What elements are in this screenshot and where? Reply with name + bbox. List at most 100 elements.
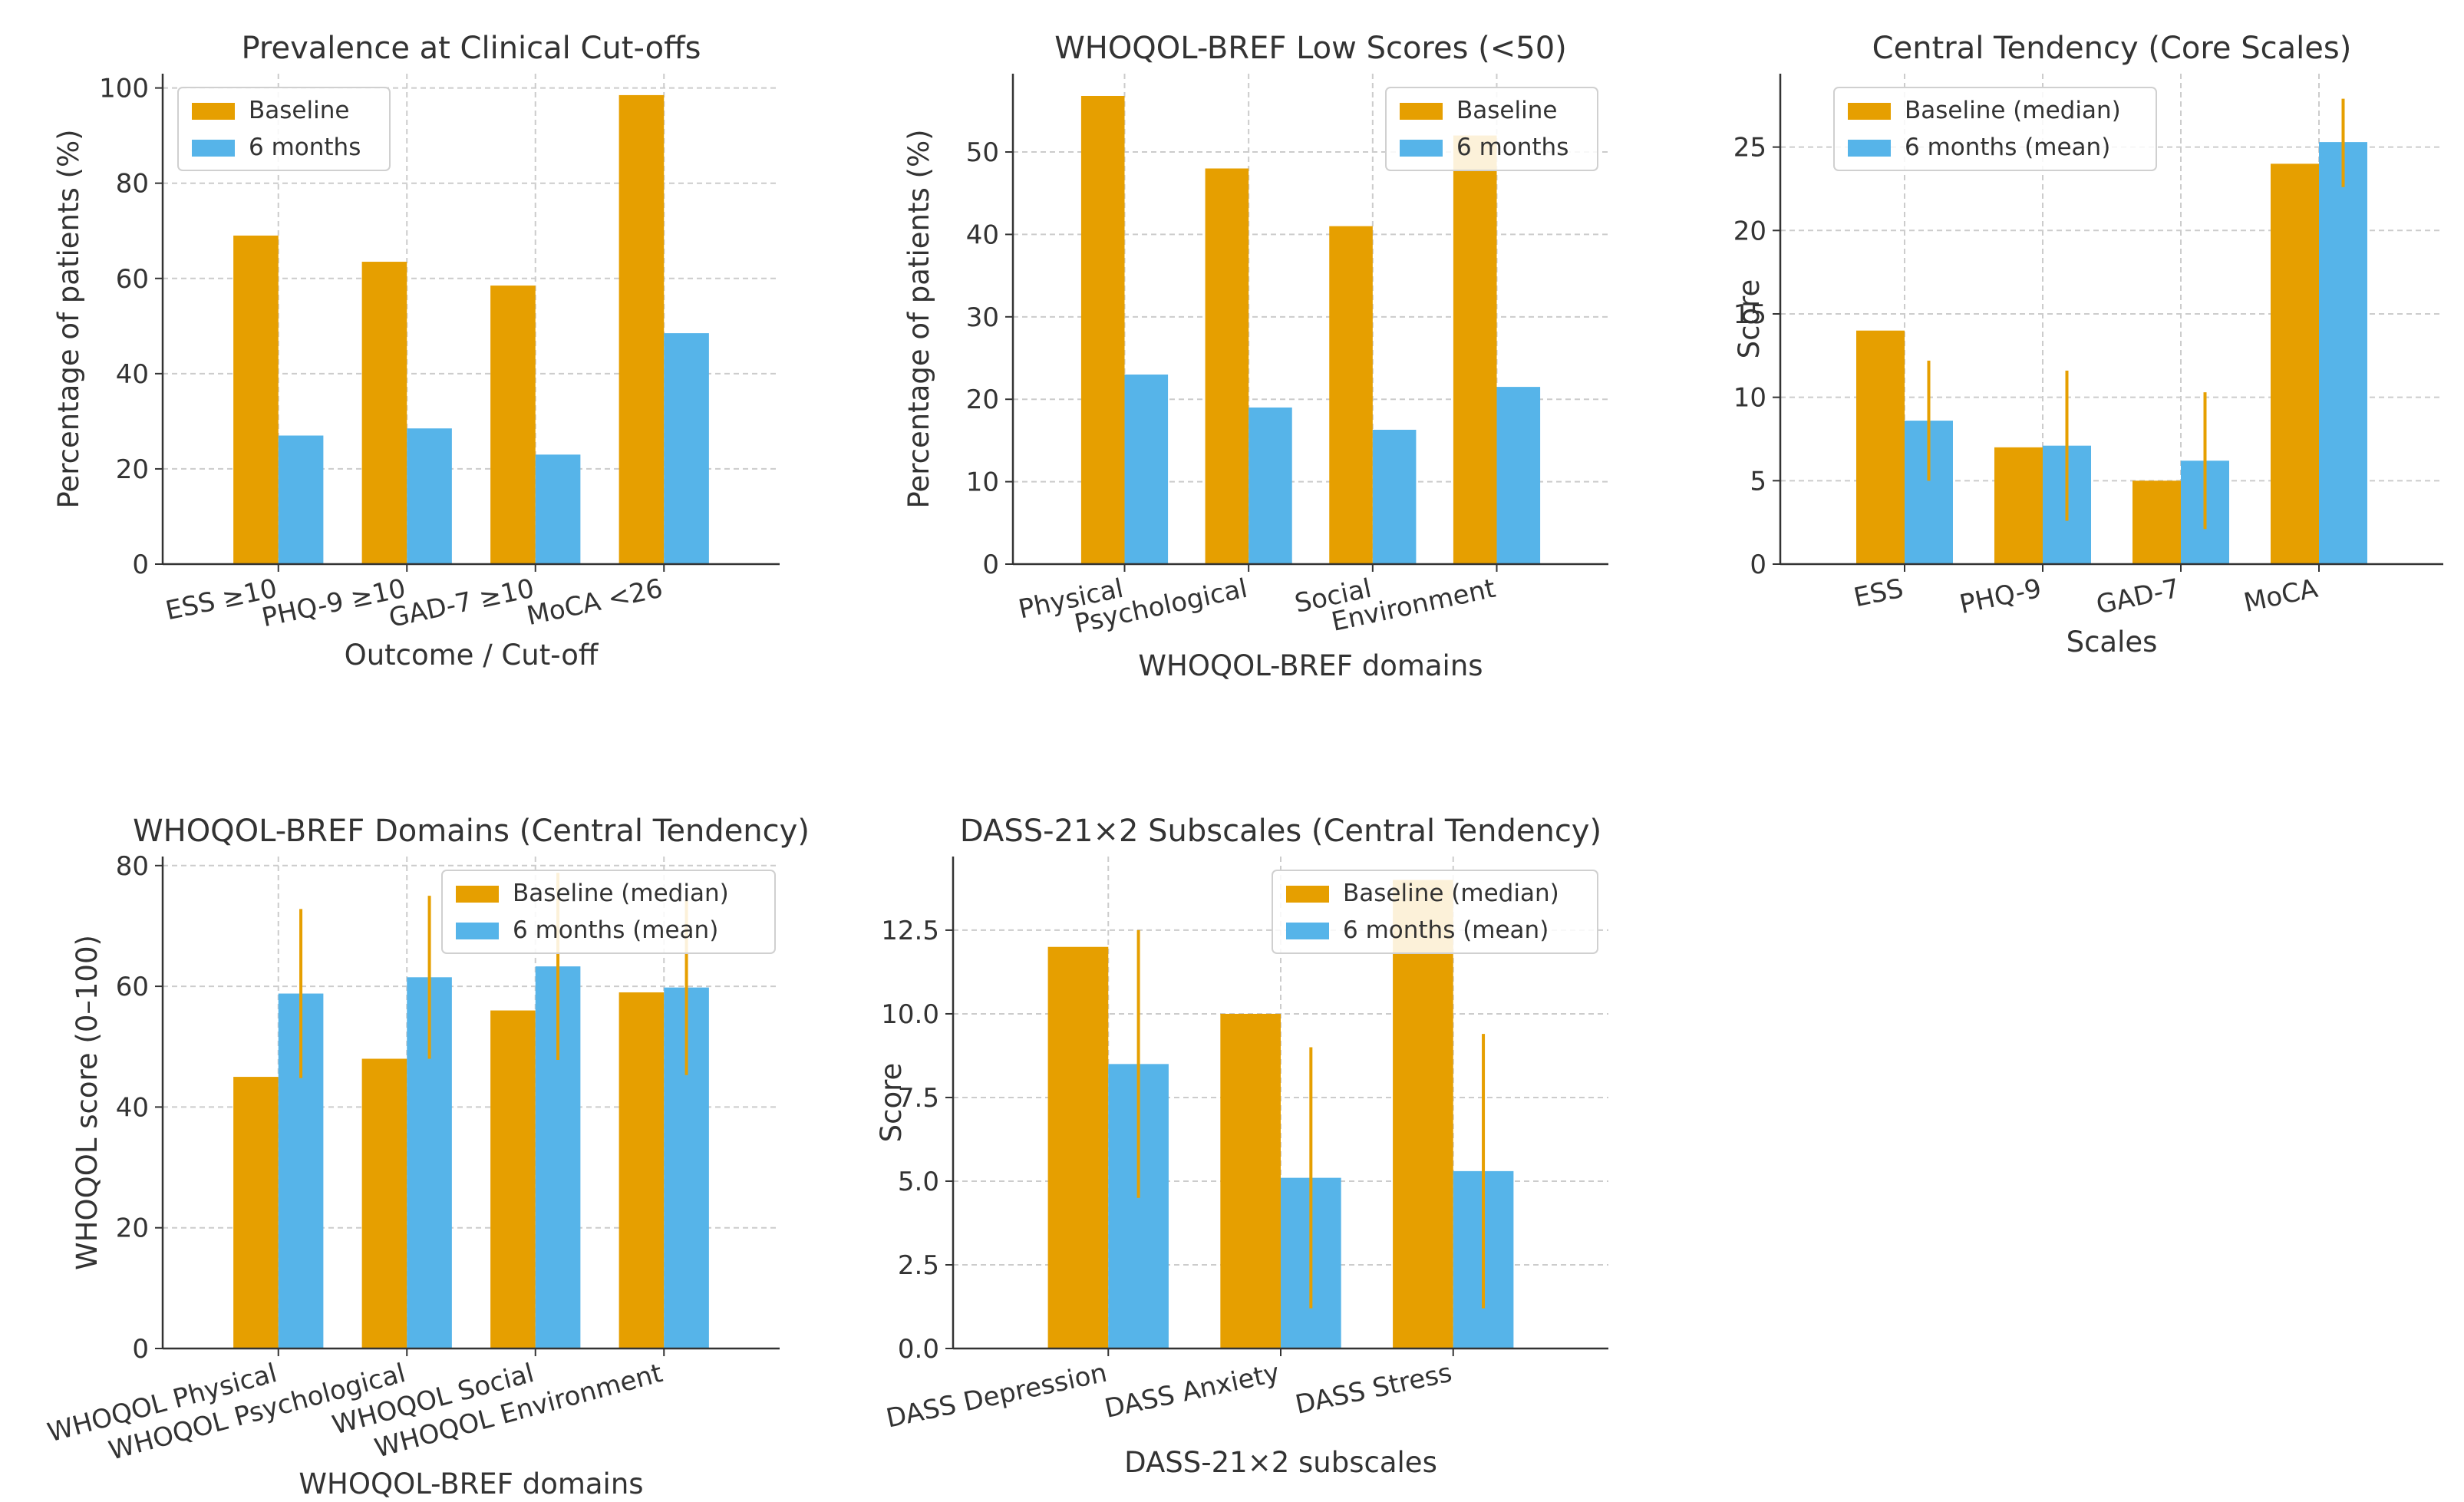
y-tick-label: 0 (982, 550, 999, 580)
y-tick-label: 20 (966, 385, 999, 415)
legend: Baseline (median) 6 months (mean) (1833, 87, 2157, 171)
legend-label: Baseline (median) (1343, 880, 1559, 907)
chart-title: WHOQOL-BREF Low Scores (<50) (1054, 31, 1567, 66)
bar-baseline (618, 94, 665, 564)
y-tick-label: 40 (966, 220, 999, 250)
legend-swatch-baseline (1848, 103, 1891, 120)
legend-label: Baseline (249, 97, 349, 124)
x-axis-label: WHOQOL-BREF domains (1138, 649, 1483, 682)
y-tick-label: 60 (116, 972, 149, 1002)
x-tick-label: ESS (1851, 573, 1906, 614)
bar-6-months (664, 333, 709, 564)
y-tick-label: 40 (116, 359, 149, 390)
legend: Baseline (median) 6 months (mean) (441, 870, 776, 954)
legend: Baseline 6 months (177, 87, 391, 171)
bar-baseline (1994, 447, 2043, 564)
x-tick-label: GAD-7 ≥10 (386, 573, 536, 634)
bar-baseline (1453, 135, 1497, 565)
legend-label: Baseline (1456, 97, 1557, 124)
y-tick-label: 60 (116, 264, 149, 295)
bar-6-months (1496, 387, 1541, 564)
chart-core-scales: 0 5 10 15 20 25 ESS PHQ-9 GAD-7 MoCA Central Tende… (1733, 31, 2443, 659)
y-tick-label: 20 (116, 454, 149, 485)
chart-title: Central Tendency (Core Scales) (1872, 31, 2352, 66)
y-tick-label: 0 (132, 550, 149, 580)
x-axis-label: Scales (2067, 626, 2158, 659)
x-tick-label: DASS Anxiety (1102, 1358, 1282, 1424)
y-axis-label: WHOQOL score (0–100) (71, 935, 104, 1270)
y-tick-label: 100 (99, 74, 149, 104)
y-tick-label: 0.0 (898, 1334, 939, 1365)
bar-baseline (2132, 480, 2181, 564)
y-tick-label: 20 (116, 1213, 149, 1244)
y-tick-label: 40 (116, 1092, 149, 1123)
bar-baseline (490, 286, 536, 564)
x-tick-label: GAD-7 (2093, 573, 2182, 621)
y-tick-label: 5 (1750, 466, 1766, 497)
legend-frame (441, 870, 776, 954)
legend-label: 6 months (249, 134, 361, 161)
y-tick-label: 12.5 (881, 916, 939, 946)
x-axis-label: DASS-21×2 subscales (1124, 1446, 1437, 1479)
legend-frame (1833, 87, 2157, 171)
bar-baseline (361, 1058, 407, 1348)
x-axis-label: WHOQOL-BREF domains (299, 1467, 643, 1500)
y-tick-label: 10 (1733, 383, 1766, 414)
y-axis-label: Score (875, 1063, 908, 1143)
x-tick-label: PHQ-9 (1957, 573, 2044, 621)
legend-label: 6 months (mean) (1343, 916, 1549, 944)
bar-baseline (361, 262, 407, 564)
y-axis-label: Percentage of patients (%) (902, 129, 935, 508)
legend-frame (1272, 870, 1598, 954)
bar-baseline (1205, 168, 1249, 564)
bar-baseline (1080, 95, 1125, 564)
bar-6-months (1372, 429, 1417, 564)
chart-title: Prevalence at Clinical Cut-offs (241, 31, 701, 66)
legend-swatch-6-months (456, 923, 499, 939)
y-tick-label: 30 (966, 302, 999, 333)
y-tick-label: 0 (132, 1334, 149, 1365)
legend-label: Baseline (median) (1905, 97, 2121, 124)
legend: Baseline 6 months (1385, 87, 1598, 171)
x-axis-label: Outcome / Cut-off (345, 639, 599, 672)
bar-baseline (1047, 946, 1109, 1348)
bar-baseline (233, 1077, 279, 1348)
y-tick-label: 15 (1733, 299, 1766, 330)
legend-swatch-6-months (1400, 140, 1443, 157)
legend: Baseline (median) 6 months (mean) (1272, 870, 1598, 954)
bar-6-months (1124, 374, 1169, 564)
legend-swatch-6-months (192, 140, 235, 157)
bar-6-months (535, 454, 581, 564)
legend-label: 6 months (mean) (1905, 134, 2110, 161)
y-axis-label: Score (1733, 279, 1766, 359)
bar-baseline (2271, 163, 2319, 565)
x-tick-label: DASS Stress (1293, 1358, 1455, 1421)
legend-swatch-baseline (192, 103, 235, 120)
y-tick-label: 0 (1750, 550, 1766, 580)
y-tick-label: 7.5 (898, 1083, 939, 1114)
legend-label: 6 months (1456, 134, 1568, 161)
legend-swatch-baseline (1400, 103, 1443, 120)
x-tick-label: DASS Depression (883, 1358, 1110, 1434)
y-tick-label: 10 (966, 467, 999, 498)
bar-baseline (1220, 1013, 1281, 1348)
bar-baseline (233, 235, 279, 564)
legend-swatch-baseline (1286, 886, 1329, 903)
bar-6-months (1248, 407, 1292, 564)
bar-6-months (278, 435, 324, 564)
y-axis-label: Percentage of patients (%) (52, 129, 85, 508)
y-tick-label: 50 (966, 137, 999, 168)
y-tick-label: 25 (1733, 133, 1766, 163)
bar-baseline (618, 992, 665, 1348)
y-tick-label: 10.0 (881, 999, 939, 1030)
chart-title: WHOQOL-BREF Domains (Central Tendency) (133, 814, 810, 849)
legend-swatch-6-months (1286, 923, 1329, 939)
bar-baseline (1393, 880, 1453, 1348)
bar-baseline (490, 1010, 536, 1348)
bar-6-months (2319, 142, 2367, 564)
